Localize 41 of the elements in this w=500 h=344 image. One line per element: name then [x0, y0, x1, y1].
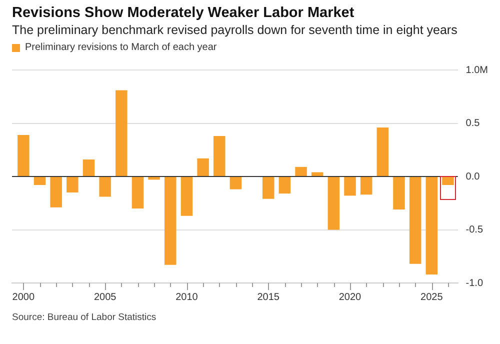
bar — [311, 172, 324, 176]
bar — [344, 177, 356, 196]
bar — [213, 136, 226, 176]
bar — [262, 177, 274, 199]
bar — [230, 177, 242, 190]
chart-subtitle: The preliminary benchmark revised payrolls down for seventh time in eight years — [12, 23, 458, 37]
y-tick-label: 0.0 — [466, 171, 480, 182]
bar — [148, 177, 160, 180]
x-tick-label: 2005 — [94, 292, 117, 303]
y-tick-label: 1.0M — [466, 64, 488, 76]
bar — [393, 177, 405, 210]
bar — [18, 134, 30, 176]
x-tick-label: 2025 — [420, 292, 444, 303]
bar — [197, 158, 209, 176]
bar — [116, 90, 128, 176]
bar — [360, 177, 372, 195]
bar — [164, 177, 176, 265]
bar — [376, 128, 389, 176]
x-tick-label: 2000 — [12, 292, 35, 303]
bar — [328, 177, 340, 230]
bar — [442, 177, 454, 186]
bar — [34, 177, 46, 186]
bar — [295, 166, 307, 176]
bar — [99, 177, 111, 197]
legend-label: Preliminary revisions to March of each year — [25, 42, 217, 53]
bar — [50, 177, 62, 208]
x-tick-label: 2010 — [176, 292, 198, 303]
bar — [132, 177, 144, 208]
bar — [66, 177, 78, 192]
x-tick-label: 2015 — [257, 292, 280, 303]
y-tick-label: -0.5 — [466, 224, 484, 236]
y-tick-label: -1.0 — [466, 278, 484, 289]
bar — [409, 177, 422, 264]
y-tick-label: 0.5 — [466, 118, 480, 129]
bar — [180, 177, 193, 216]
source-note: Source: Bureau of Labor Statistics — [12, 312, 156, 323]
chart-title: Revisions Show Moderately Weaker Labor Market — [12, 5, 354, 21]
x-tick-label: 2020 — [338, 292, 362, 303]
bar — [278, 177, 291, 194]
bar — [82, 159, 95, 176]
bar — [426, 177, 438, 274]
